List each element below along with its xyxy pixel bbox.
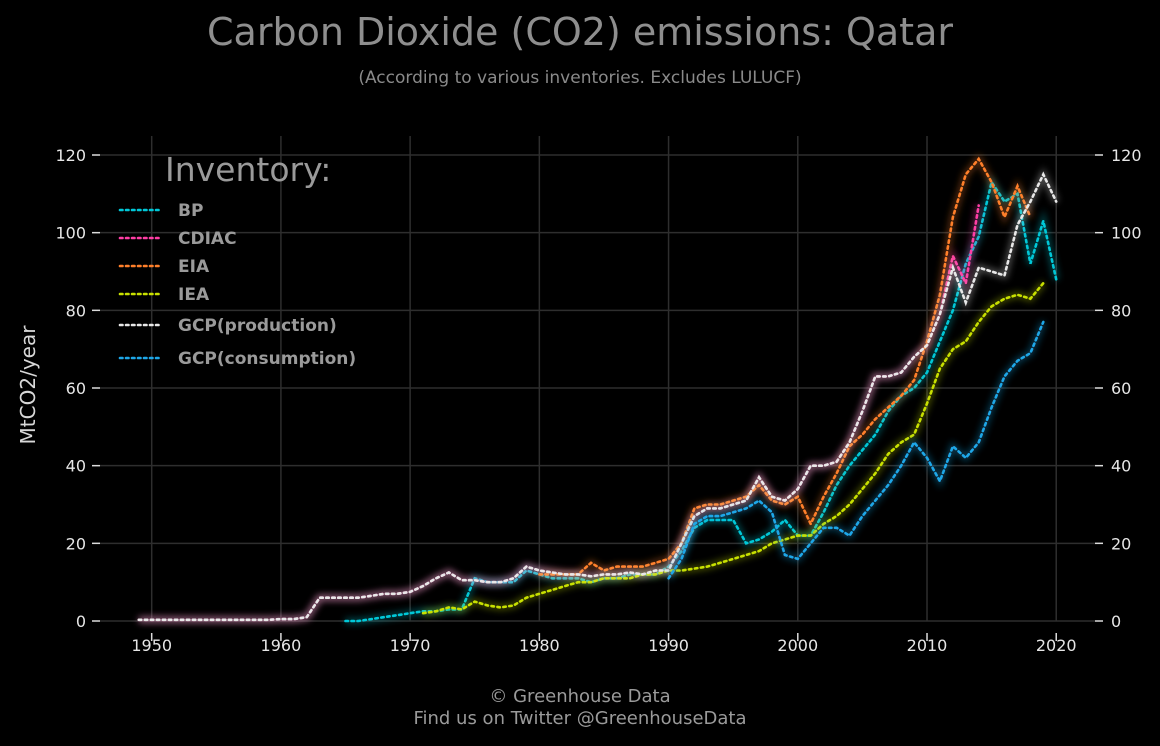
- series-glow: [138, 205, 982, 623]
- series-line: [137, 171, 1058, 622]
- y-tick-label-right: 100: [1111, 224, 1142, 243]
- legend-label: EIA: [178, 257, 210, 277]
- series-line: [667, 320, 1045, 580]
- twitter-credit: Find us on Twitter @GreenhouseData: [413, 708, 747, 729]
- grid-lines: [100, 136, 1095, 622]
- y-tick-label-left: 120: [55, 146, 86, 165]
- footer: © Greenhouse Data Find us on Twitter @Gr…: [0, 686, 1160, 730]
- y-tick-label-left: 80: [66, 301, 86, 320]
- x-tick-label: 1950: [131, 636, 172, 655]
- series-lines: [137, 153, 1060, 624]
- x-tick-label: 2010: [907, 636, 948, 655]
- series-line: [421, 281, 1045, 615]
- x-tick-label: 1980: [519, 636, 560, 655]
- y-tick-label-right: 20: [1111, 534, 1131, 553]
- series-line: [344, 178, 1058, 623]
- y-tick-label-right: 120: [1111, 146, 1142, 165]
- y-tick-label-left: 20: [66, 534, 86, 553]
- chart-title: Carbon Dioxide (CO2) emissions: Qatar: [207, 10, 953, 54]
- series-glow: [138, 167, 1059, 623]
- x-tick-label: 1990: [648, 636, 689, 655]
- y-tick-label-right: 40: [1111, 457, 1131, 476]
- y-tick-label-left: 40: [66, 457, 86, 476]
- y-tick-label-left: 60: [66, 379, 86, 398]
- series-glow: [666, 320, 1047, 580]
- legend-label: GCP(consumption): [178, 349, 356, 369]
- legend-title: Inventory:: [165, 150, 332, 189]
- x-tick-label: 2020: [1036, 636, 1077, 655]
- legend: BP CDIAC EIA IEA GCP(production) GCP(consumpt…: [118, 201, 356, 369]
- legend-label: GCP(production): [178, 316, 337, 336]
- y-tick-label-left: 0: [76, 612, 86, 631]
- legend-label: IEA: [178, 285, 210, 305]
- y-tick-label-right: 0: [1111, 612, 1121, 631]
- x-tick-label: 1960: [261, 636, 302, 655]
- series-line: [137, 204, 981, 622]
- y-tick-label-left: 100: [55, 224, 86, 243]
- x-tick-label: 1970: [390, 636, 431, 655]
- legend-label: CDIAC: [178, 229, 237, 249]
- copyright-text: © Greenhouse Data: [489, 686, 671, 707]
- chart-subtitle: (According to various inventories. Exclu…: [358, 68, 802, 88]
- series-glow: [539, 153, 1034, 578]
- legend-label: BP: [178, 201, 203, 221]
- x-tick-label: 2000: [777, 636, 818, 655]
- y-tick-label-right: 80: [1111, 301, 1131, 320]
- y-tick-label-right: 60: [1111, 379, 1131, 398]
- series-line: [538, 156, 1032, 576]
